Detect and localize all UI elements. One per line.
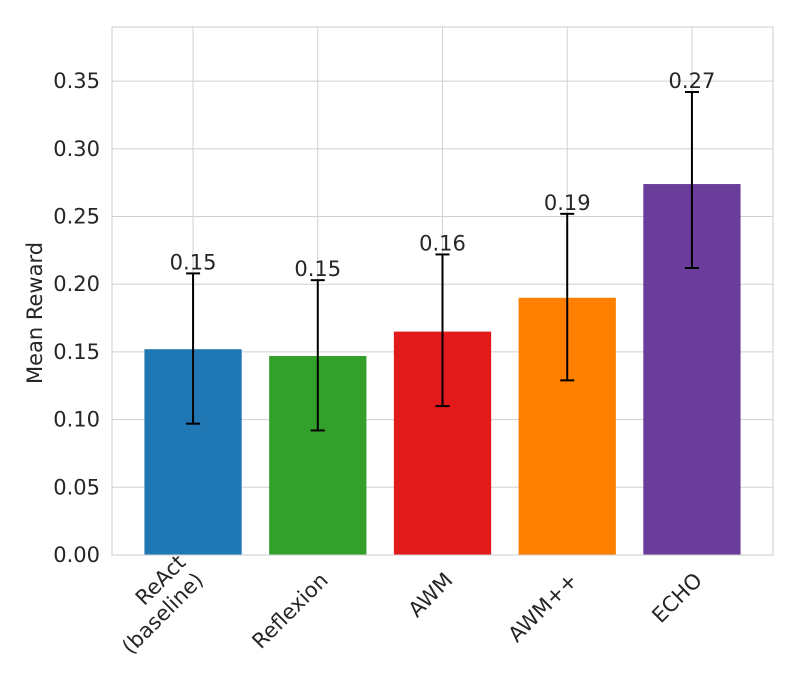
- bar-value-label: 0.15: [170, 250, 217, 274]
- y-tick-label: 0.20: [53, 272, 100, 296]
- y-tick-label: 0.10: [53, 408, 100, 432]
- value-labels: 0.15 0.15 0.16 0.19 0.27: [170, 69, 716, 281]
- x-tick-label: ReAct(baseline): [100, 550, 208, 658]
- x-tick-text: AWM++: [504, 568, 583, 647]
- x-tick-text: ECHO: [647, 568, 707, 628]
- x-tick-label: AWM++: [504, 568, 583, 647]
- y-tick-label: 0.05: [53, 475, 100, 499]
- x-tick-label: AWM: [404, 568, 458, 622]
- x-axis-ticks: ReAct(baseline) Reflexion AWM AWM++ ECHO: [100, 550, 707, 658]
- x-tick-line: ECHO: [647, 568, 707, 628]
- y-tick-label: 0.30: [53, 137, 100, 161]
- x-tick-text: ReAct(baseline): [100, 550, 208, 658]
- x-tick-label: ECHO: [647, 568, 707, 628]
- y-tick-label: 0.25: [53, 205, 100, 229]
- bar-value-label: 0.15: [294, 257, 341, 281]
- y-tick-label: 0.15: [53, 340, 100, 364]
- bar-value-label: 0.16: [419, 231, 466, 255]
- x-tick-line: Reflexion: [247, 568, 332, 653]
- y-tick-label: 0.00: [53, 543, 100, 567]
- plot-frame: [111, 26, 774, 556]
- bar-value-label: 0.27: [669, 69, 716, 93]
- x-tick-text: AWM: [404, 568, 458, 622]
- bar-value-label: 0.19: [544, 191, 591, 215]
- x-tick-line: AWM: [404, 568, 458, 622]
- x-tick-label: Reflexion: [247, 568, 332, 653]
- x-tick-text: Reflexion: [247, 568, 332, 653]
- x-tick-line: AWM++: [504, 568, 583, 647]
- error-bars: [186, 90, 699, 432]
- y-axis-ticks: 0.00 0.05 0.10 0.15 0.20 0.25 0.30 0.35: [53, 69, 100, 567]
- y-axis-title: Mean Reward: [23, 242, 47, 384]
- y-tick-label: 0.35: [53, 69, 100, 93]
